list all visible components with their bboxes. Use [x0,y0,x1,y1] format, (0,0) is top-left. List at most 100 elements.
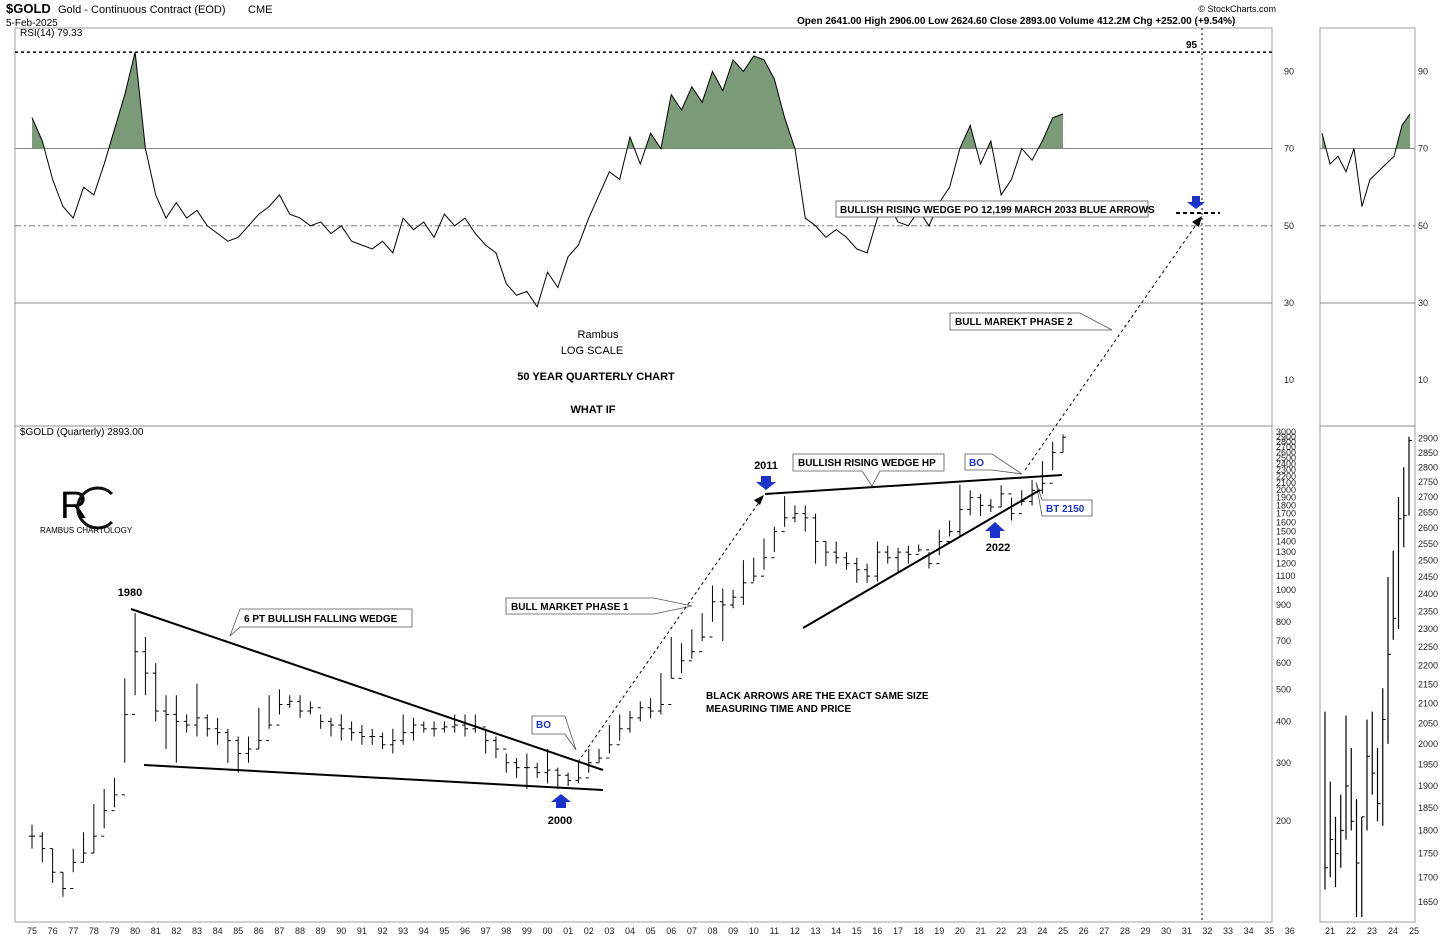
price-tick-label: 2100 [1276,478,1296,488]
rising-wedge-hp-box [792,453,945,487]
x-tick-label: 30 [1161,926,1171,936]
price-tick-label: 300 [1276,758,1291,768]
rsi-overbought-fill [645,55,795,149]
inset-price-tick-label: 1700 [1418,872,1438,882]
price-tick-label: 1400 [1276,536,1296,546]
x-tick-label: 00 [542,926,552,936]
x-tick-label: 36 [1285,926,1295,936]
year-1980-label: 1980 [118,587,142,599]
rsi-tick-label: 70 [1284,144,1294,154]
inset-price-frame [1319,425,1416,923]
rsi-tick-label: 10 [1284,375,1294,385]
arrow-2033-down-icon [1187,196,1205,209]
rsi-overbought-fill [108,52,146,149]
inset-rsi-tick-label: 90 [1418,66,1428,76]
inset-x-tick-label: 22 [1346,926,1356,936]
x-tick-label: 23 [1017,926,1027,936]
inset-price-tick-label: 2750 [1418,477,1438,487]
price-tick-label: 1800 [1276,500,1296,510]
price-tick-label: 2000 [1276,485,1296,495]
inset-price-tick-label: 2050 [1418,719,1438,729]
log-scale-label: LOG SCALE [561,345,623,357]
fifty-year-label: 50 YEAR QUARTERLY CHART [517,371,675,383]
price-tick-label: 1700 [1276,509,1296,519]
rsi-tick-label: 30 [1284,298,1294,308]
x-tick-label: 99 [522,926,532,936]
x-tick-label: 33 [1223,926,1233,936]
x-tick-label: 97 [481,926,491,936]
x-tick-label: 82 [171,926,181,936]
x-tick-label: 18 [914,926,924,936]
inset-rsi-tick-label: 50 [1418,221,1428,231]
inset-rsi-frame [1319,27,1416,427]
rambus-logo: R RAMBUS CHARTOLOGY [40,485,133,535]
inset-rsi-line [1321,113,1411,207]
x-tick-label: 07 [687,926,697,936]
header-credit: © StockCharts.com [1198,4,1276,14]
x-tick-label: 27 [1099,926,1109,936]
x-tick-label: 32 [1202,926,1212,936]
arrow-2011-down-icon [756,476,776,490]
bo-2003-box [531,715,577,751]
x-tick-label: 92 [378,926,388,936]
logo-text: RAMBUS CHARTOLOGY [40,526,133,535]
inset-price-tick-label: 2700 [1418,492,1438,502]
x-tick-label: 14 [831,926,841,936]
inset-price-tick-label: 1850 [1418,803,1438,813]
inset-price-tick-label: 2900 [1418,433,1438,443]
price-tick-label: 3000 [1276,427,1296,437]
x-tick-label: 02 [584,926,594,936]
year-2011-label: 2011 [754,460,778,472]
phase1-dashed-arrow [577,497,763,763]
rsi-overbought-fill [959,125,977,149]
x-tick-label: 11 [770,926,779,936]
x-tick-label: 03 [604,926,614,936]
x-tick-label: 93 [398,926,408,936]
price-tick-label: 1200 [1276,559,1296,569]
price-tick-label: 500 [1276,684,1291,694]
inset-price-tick-label: 2350 [1418,606,1438,616]
bo-2024-label: BO [969,458,984,469]
x-tick-label: 95 [439,926,449,936]
inset-price-tick-label: 2450 [1418,572,1438,582]
inset-x-tick-label: 21 [1325,926,1335,936]
x-tick-label: 08 [707,926,717,936]
x-tick-label: 06 [666,926,676,936]
inset-price-tick-label: 2150 [1418,679,1438,689]
rising-wedge-top-line [764,474,1063,495]
x-tick-label: 10 [749,926,759,936]
inset-price-tick-label: 2100 [1418,699,1438,709]
inset-x-tick-label: 23 [1367,926,1377,936]
bo-2024-box [964,453,1023,475]
x-tick-label: 15 [852,926,862,936]
price-tick-label: 1600 [1276,517,1296,527]
header-exchange: CME [248,4,272,16]
x-tick-label: 88 [295,926,305,936]
bull-phase2-box [949,312,1113,331]
x-tick-label: 26 [1079,926,1089,936]
inset-price-tick-label: 2400 [1418,589,1438,599]
rsi-tick-label: 50 [1284,221,1294,231]
x-tick-label: 16 [872,926,882,936]
price-tick-label: 2800 [1276,437,1296,447]
phase2-arrowhead [1192,216,1202,227]
x-tick-label: 22 [996,926,1006,936]
arrow-2022-up-icon [985,522,1005,538]
bull-phase1-label: BULL MARKET PHASE 1 [511,602,629,613]
x-tick-label: 28 [1120,926,1130,936]
inset-price-tick-label: 2300 [1418,624,1438,634]
wedge-po-box [835,200,1149,218]
price-tick-label: 900 [1276,600,1291,610]
x-tick-label: 05 [646,926,656,936]
logo-letter-c [76,486,114,530]
x-tick-label: 85 [233,926,243,936]
x-tick-label: 12 [790,926,800,936]
x-tick-label: 29 [1140,926,1150,936]
inset-x-tick-label: 25 [1409,926,1419,936]
price-tick-label: 2200 [1276,472,1296,482]
inset-price-tick-label: 1800 [1418,825,1438,835]
price-tick-label: 1000 [1276,585,1296,595]
rising-wedge-hp-label: BULLISH RISING WEDGE HP [798,458,936,469]
x-tick-label: 21 [976,926,986,936]
price-tick-label: 1100 [1276,571,1295,581]
